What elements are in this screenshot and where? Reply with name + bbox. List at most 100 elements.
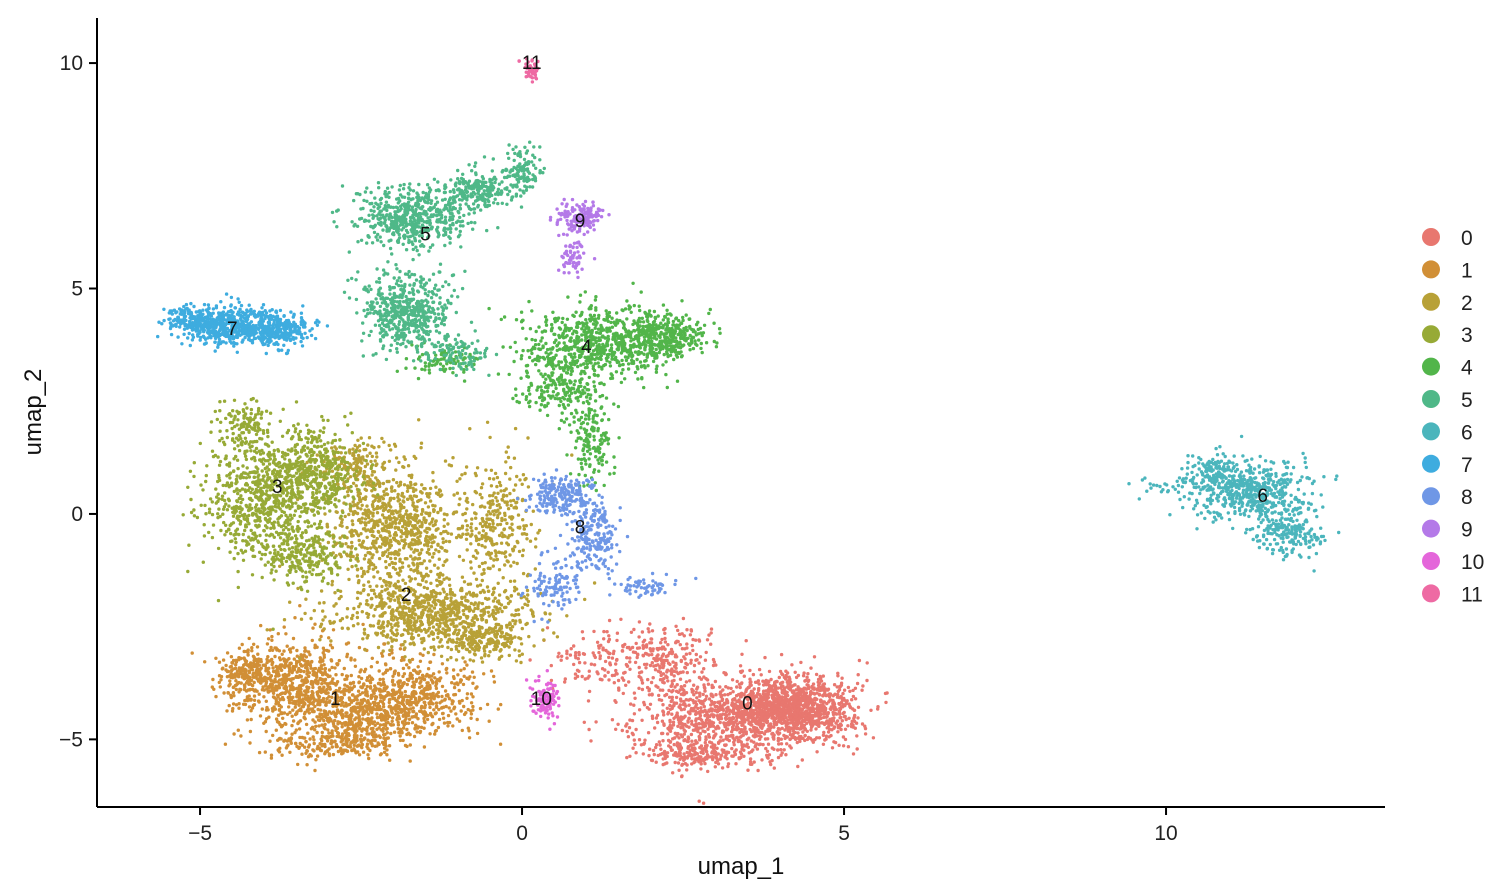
point: [612, 681, 616, 685]
point: [350, 693, 355, 697]
point: [716, 740, 721, 745]
point: [738, 735, 743, 739]
point: [589, 739, 593, 743]
point: [381, 481, 386, 486]
point: [698, 701, 703, 705]
point: [424, 566, 429, 570]
point: [294, 741, 298, 746]
point: [336, 722, 340, 726]
point: [718, 685, 722, 689]
point: [408, 480, 413, 485]
point: [408, 743, 412, 747]
point: [451, 668, 456, 672]
point: [663, 626, 667, 631]
point: [698, 694, 702, 698]
point: [851, 694, 856, 699]
point: [777, 717, 782, 722]
point: [725, 727, 730, 731]
point: [738, 750, 743, 754]
point: [418, 659, 423, 663]
point: [685, 763, 689, 767]
point: [406, 712, 410, 717]
point: [759, 673, 763, 677]
point: [232, 694, 236, 698]
point: [857, 658, 862, 663]
point: [726, 750, 731, 755]
point: [221, 658, 226, 662]
point: [674, 624, 678, 628]
point: [320, 673, 325, 677]
point: [559, 658, 563, 662]
point: [361, 710, 365, 714]
point: [756, 768, 760, 773]
point: [475, 731, 480, 736]
point: [388, 758, 392, 762]
point: [308, 653, 312, 657]
point: [840, 719, 844, 723]
point: [401, 726, 406, 730]
point: [268, 675, 273, 679]
point: [414, 679, 418, 684]
point: [265, 642, 270, 646]
point: [389, 556, 393, 561]
point: [247, 665, 252, 669]
point: [330, 731, 334, 735]
point: [730, 701, 734, 705]
point: [802, 696, 806, 700]
point: [805, 701, 809, 705]
point: [661, 757, 665, 761]
point: [434, 705, 439, 709]
point: [249, 678, 254, 682]
point: [819, 679, 824, 683]
point: [723, 724, 727, 729]
point: [378, 682, 382, 686]
point: [319, 634, 323, 639]
point: [234, 703, 239, 707]
point: [447, 706, 451, 710]
point: [321, 646, 326, 650]
point: [736, 693, 741, 697]
point: [252, 680, 256, 685]
point: [248, 729, 253, 734]
point: [671, 688, 675, 693]
point: [747, 736, 751, 740]
point: [363, 553, 368, 558]
point: [418, 681, 422, 685]
point: [663, 640, 668, 644]
point: [377, 687, 382, 691]
point: [648, 747, 652, 751]
point: [808, 736, 812, 740]
point: [671, 771, 675, 775]
point: [841, 691, 845, 696]
point: [698, 713, 703, 718]
point: [401, 714, 405, 718]
point: [385, 668, 390, 672]
point: [411, 668, 416, 673]
point: [680, 735, 685, 739]
point: [289, 678, 293, 683]
point: [767, 669, 772, 674]
point: [384, 559, 388, 564]
point: [814, 712, 818, 716]
point: [391, 683, 395, 687]
point: [790, 663, 794, 667]
point: [388, 667, 393, 671]
point: [668, 723, 672, 728]
point: [851, 752, 856, 756]
point: [681, 725, 685, 730]
point: [788, 744, 792, 748]
point: [662, 723, 666, 727]
point: [427, 675, 431, 679]
point: [323, 689, 327, 693]
point: [284, 632, 288, 636]
point: [740, 652, 744, 656]
point: [812, 655, 817, 659]
point: [277, 649, 282, 653]
point: [822, 682, 827, 686]
point: [829, 707, 833, 712]
point: [393, 556, 398, 561]
point: [685, 646, 689, 650]
point: [764, 729, 768, 734]
point: [575, 674, 580, 679]
point: [293, 616, 297, 620]
